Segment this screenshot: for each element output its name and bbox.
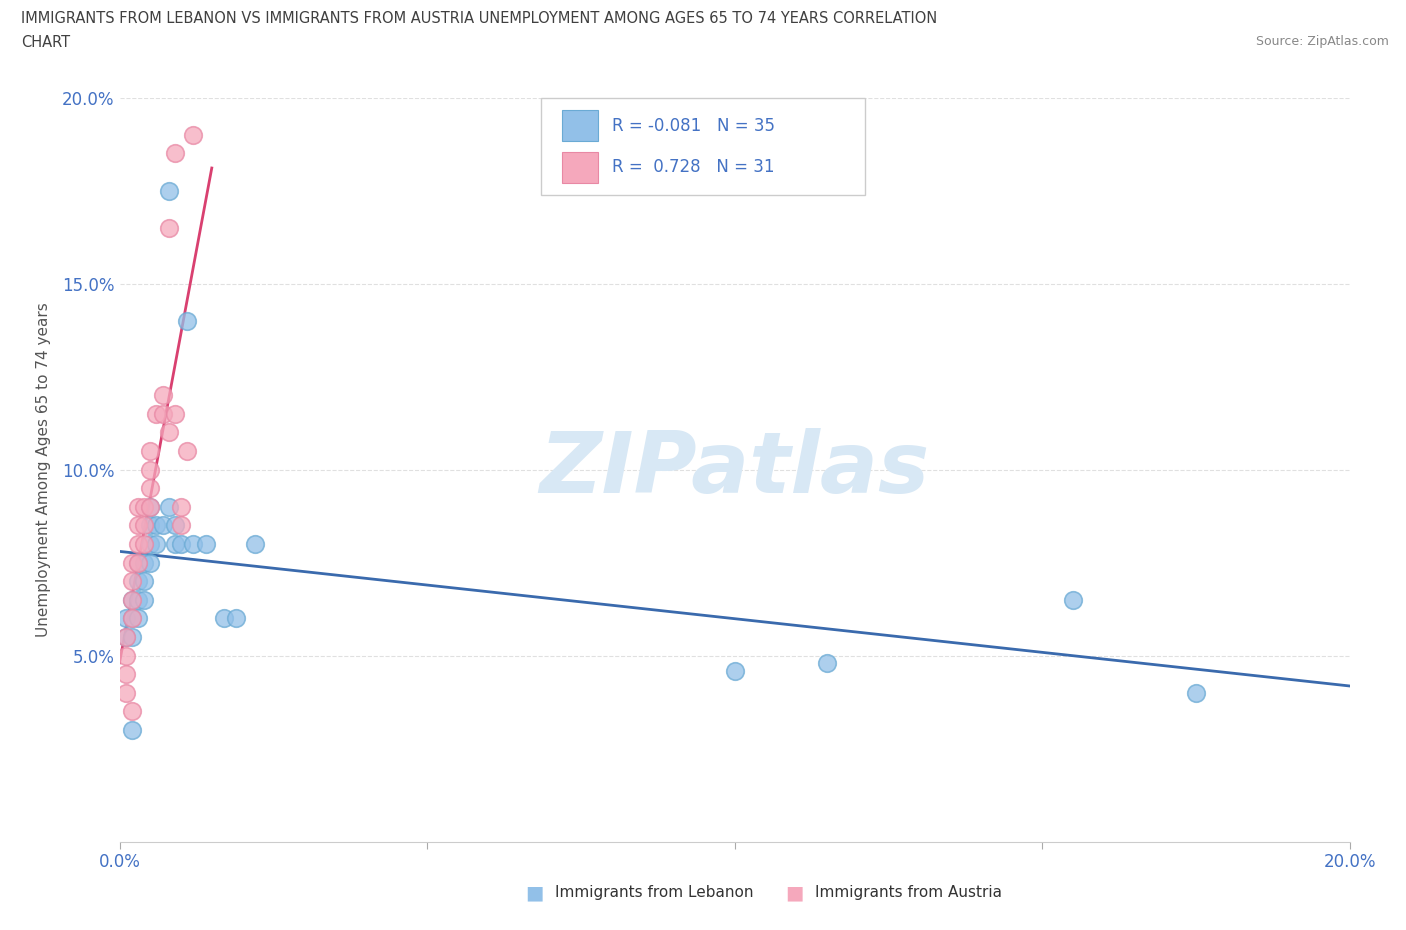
Point [132, 555, 156, 570]
Point [183, 537, 205, 551]
Point [139, 481, 162, 496]
Point [127, 592, 149, 607]
Point [114, 685, 136, 700]
Text: ■: ■ [524, 884, 544, 902]
Point [139, 499, 162, 514]
Point [157, 499, 180, 514]
Point [127, 611, 149, 626]
Point [132, 499, 156, 514]
Point [132, 537, 156, 551]
Point [132, 574, 156, 589]
Point [114, 611, 136, 626]
Point [145, 537, 167, 551]
Point [121, 574, 143, 589]
Point [121, 723, 143, 737]
Point [127, 499, 149, 514]
Text: ZIPatlas: ZIPatlas [540, 428, 929, 512]
Point [121, 592, 143, 607]
Point [139, 537, 162, 551]
Text: Source: ZipAtlas.com: Source: ZipAtlas.com [1256, 35, 1389, 48]
Point [157, 425, 180, 440]
Point [157, 220, 180, 235]
Point [121, 555, 143, 570]
Point [132, 592, 156, 607]
Point [176, 444, 198, 458]
Point [114, 648, 136, 663]
Point [152, 518, 174, 533]
Point [114, 667, 136, 682]
Point [114, 630, 136, 644]
Point [815, 656, 838, 671]
Point [139, 444, 162, 458]
Point [163, 537, 186, 551]
Point [127, 537, 149, 551]
Point [243, 537, 266, 551]
Point [114, 630, 136, 644]
Point [163, 518, 186, 533]
Text: IMMIGRANTS FROM LEBANON VS IMMIGRANTS FROM AUSTRIA UNEMPLOYMENT AMONG AGES 65 TO: IMMIGRANTS FROM LEBANON VS IMMIGRANTS FR… [21, 11, 938, 26]
Point [157, 183, 180, 198]
Point [127, 518, 149, 533]
Point [139, 499, 162, 514]
Point [194, 537, 217, 551]
Point [723, 663, 745, 678]
Text: Immigrants from Austria: Immigrants from Austria [815, 885, 1002, 900]
Point [152, 406, 174, 421]
Text: CHART: CHART [21, 35, 70, 50]
Point [163, 146, 186, 161]
Point [170, 499, 193, 514]
Point [145, 406, 167, 421]
Point [132, 518, 156, 533]
Point [176, 313, 198, 328]
Text: R =  0.728   N = 31: R = 0.728 N = 31 [612, 158, 775, 177]
Point [183, 127, 205, 142]
Point [121, 704, 143, 719]
Point [127, 555, 149, 570]
Point [121, 611, 143, 626]
Point [170, 537, 193, 551]
Point [225, 611, 247, 626]
Point [121, 630, 143, 644]
Point [127, 555, 149, 570]
Y-axis label: Unemployment Among Ages 65 to 74 years: Unemployment Among Ages 65 to 74 years [37, 302, 51, 637]
Point [152, 388, 174, 403]
Point [121, 592, 143, 607]
Point [1062, 592, 1084, 607]
Point [163, 406, 186, 421]
Point [139, 518, 162, 533]
Point [127, 574, 149, 589]
Point [170, 518, 193, 533]
Point [121, 611, 143, 626]
Text: R = -0.081   N = 35: R = -0.081 N = 35 [612, 116, 775, 135]
Point [212, 611, 235, 626]
Text: Immigrants from Lebanon: Immigrants from Lebanon [555, 885, 754, 900]
Point [1185, 685, 1208, 700]
Text: ■: ■ [785, 884, 804, 902]
Point [139, 555, 162, 570]
Point [139, 462, 162, 477]
Point [145, 518, 167, 533]
